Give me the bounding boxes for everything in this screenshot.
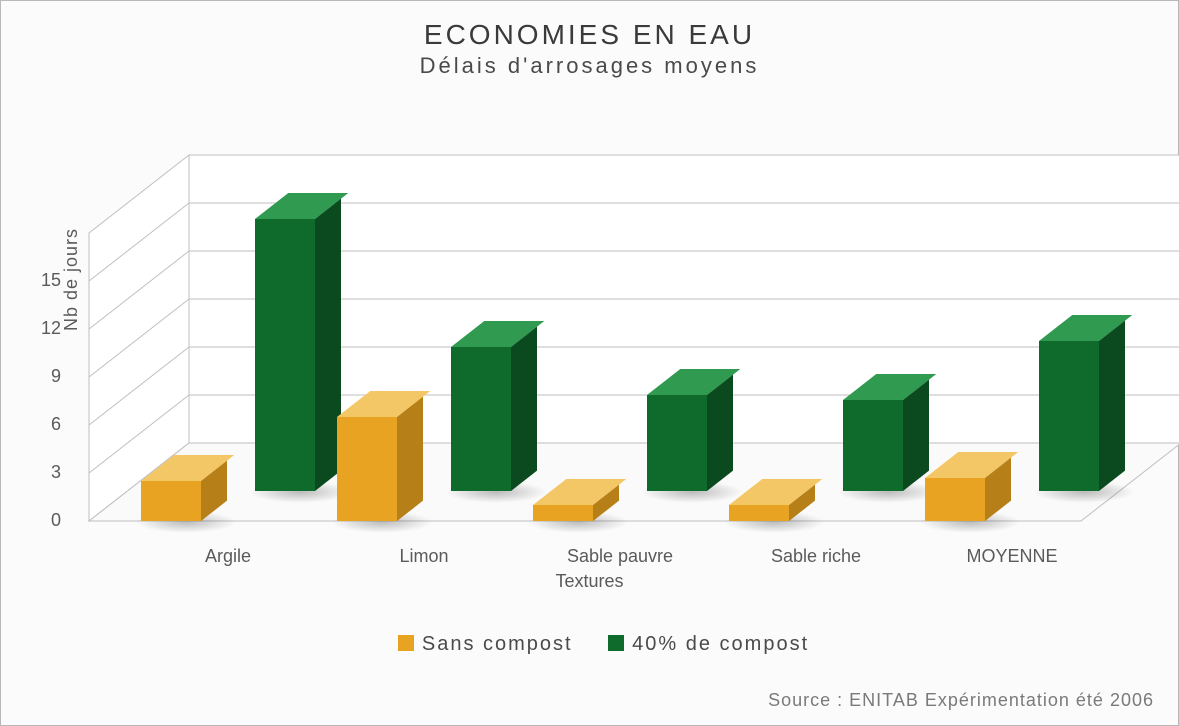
plot-area: 03691215: [111, 161, 1101, 541]
chart-subtitle: Délais d'arrosages moyens: [1, 53, 1178, 79]
y-tick: 0: [21, 510, 61, 531]
chart-title: ECONOMIES EN EAU: [1, 19, 1178, 51]
legend-label-0: Sans compost: [422, 633, 573, 655]
x-category-label: Limon: [399, 546, 448, 567]
x-axis-title: Textures: [555, 571, 623, 592]
x-category-label: Sable riche: [771, 546, 861, 567]
x-category-label: Sable pauvre: [567, 546, 673, 567]
legend-swatch-1: [608, 635, 624, 651]
x-category-label: Argile: [205, 546, 251, 567]
y-tick: 9: [21, 366, 61, 387]
y-tick: 15: [21, 270, 61, 291]
y-tick: 6: [21, 414, 61, 435]
y-tick: 3: [21, 462, 61, 483]
legend-swatch-0: [398, 635, 414, 651]
x-category-label: MOYENNE: [966, 546, 1057, 567]
chart-frame: ECONOMIES EN EAU Délais d'arrosages moye…: [0, 0, 1179, 726]
source-text: Source : ENITAB Expérimentation été 2006: [768, 690, 1154, 711]
y-axis-label: Nb de jours: [61, 228, 82, 331]
legend-label-1: 40% de compost: [632, 633, 809, 655]
legend: Sans compost 40% de compost: [1, 633, 1178, 656]
y-tick: 12: [21, 318, 61, 339]
